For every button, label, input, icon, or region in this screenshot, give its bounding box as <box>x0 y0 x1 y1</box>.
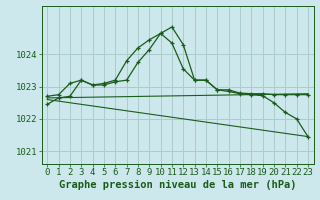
X-axis label: Graphe pression niveau de la mer (hPa): Graphe pression niveau de la mer (hPa) <box>59 180 296 190</box>
